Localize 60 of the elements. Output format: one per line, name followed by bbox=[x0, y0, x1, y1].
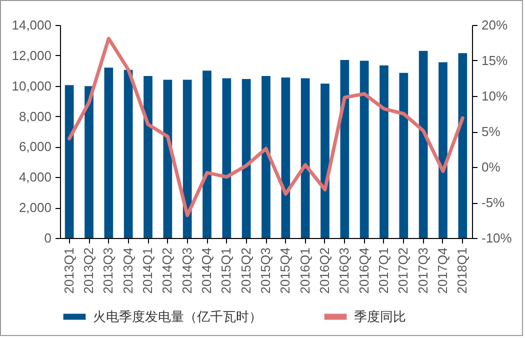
x-tick-label: 2016Q3 bbox=[336, 248, 352, 294]
line-series bbox=[68, 36, 464, 218]
y2-tick-label: 0% bbox=[482, 160, 501, 174]
x-tick-label: 2018Q1 bbox=[454, 248, 470, 294]
bar bbox=[104, 68, 114, 238]
x-tick-label: 2016Q1 bbox=[297, 248, 312, 294]
x-tick-label: 2015Q4 bbox=[278, 248, 293, 294]
y2-tick-label: 15% bbox=[482, 53, 508, 68]
bar bbox=[438, 62, 448, 238]
bar bbox=[163, 80, 172, 238]
y-tick-label: 10,000 bbox=[12, 78, 52, 94]
bar bbox=[380, 65, 388, 238]
x-tick-label: 2014Q4 bbox=[199, 248, 214, 294]
y-tick-label: 12,000 bbox=[12, 48, 52, 63]
x-tick-label: 2016Q4 bbox=[356, 248, 372, 294]
bar bbox=[182, 80, 192, 238]
y2-tick-label: 5% bbox=[482, 124, 501, 139]
y-tick-label: 4,000 bbox=[18, 170, 52, 185]
bar bbox=[458, 53, 468, 238]
bar bbox=[222, 78, 232, 238]
bar bbox=[144, 76, 152, 238]
bar bbox=[262, 76, 270, 238]
x-tick-label: 2015Q3 bbox=[258, 248, 273, 294]
bar bbox=[202, 70, 212, 238]
bar bbox=[399, 72, 408, 238]
legend-label: 火电季度发电量（亿千瓦时） bbox=[93, 308, 262, 324]
y-tick-label: 0 bbox=[44, 230, 52, 246]
x-tick-label: 2014Q1 bbox=[140, 248, 156, 294]
x-tick-label: 2016Q2 bbox=[317, 248, 332, 294]
x-tick-label: 2013Q3 bbox=[100, 248, 116, 294]
bar bbox=[281, 77, 290, 238]
x-tick-label: 2014Q2 bbox=[160, 248, 175, 294]
x-tick-label: 2017Q3 bbox=[415, 248, 430, 294]
bar bbox=[418, 50, 428, 238]
x-tick-label: 2013Q2 bbox=[81, 248, 96, 294]
x-tick-label: 2017Q2 bbox=[396, 248, 411, 294]
bar bbox=[84, 86, 94, 238]
bar bbox=[64, 85, 74, 238]
bar bbox=[300, 78, 310, 238]
bar bbox=[360, 60, 369, 238]
legend-label: 季度同比 bbox=[354, 308, 406, 324]
x-tick-label: 2017Q1 bbox=[376, 248, 391, 294]
x-tick-label: 2013Q1 bbox=[61, 248, 76, 294]
y-tick-label: 14,000 bbox=[12, 18, 52, 32]
bar bbox=[242, 79, 251, 238]
x-tick-label: 2014Q3 bbox=[179, 248, 194, 294]
y2-tick-label: -5% bbox=[482, 195, 506, 210]
x-tick-label: 2013Q4 bbox=[120, 248, 136, 294]
bar bbox=[320, 84, 330, 238]
y2-tick-label: 20% bbox=[482, 18, 508, 32]
y-tick-label: 2,000 bbox=[18, 200, 52, 216]
y-tick-label: 6,000 bbox=[18, 139, 52, 154]
x-tick-label: 2015Q2 bbox=[238, 248, 254, 294]
y-tick-label: 8,000 bbox=[18, 108, 52, 124]
y2-tick-label: 10% bbox=[482, 88, 508, 104]
x-tick-label: 2015Q1 bbox=[218, 248, 234, 294]
x-tick-label: 2017Q4 bbox=[434, 248, 450, 294]
y2-tick-label: -10% bbox=[482, 230, 512, 246]
bar bbox=[340, 60, 350, 238]
bar bbox=[124, 70, 133, 238]
